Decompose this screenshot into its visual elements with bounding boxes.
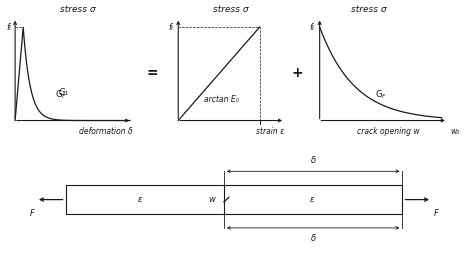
Text: stress σ: stress σ [351,5,386,14]
Text: δ: δ [311,156,316,165]
Text: crack opening w: crack opening w [357,127,420,136]
Bar [66,185,402,214]
Text: G$_F$: G$_F$ [55,88,67,101]
Text: strain ε: strain ε [256,127,284,136]
Text: =: = [146,66,158,80]
Text: ε: ε [138,195,142,204]
Text: fₜ: fₜ [6,24,12,33]
Text: w: w [208,195,215,204]
Text: fₜ: fₜ [309,24,315,33]
Text: G₁: G₁ [58,88,68,97]
Text: w₀: w₀ [450,127,460,136]
Text: G$_F$: G$_F$ [375,88,387,101]
Text: deformation δ: deformation δ [79,127,132,136]
Text: stress σ: stress σ [213,5,249,14]
Text: ε: ε [309,195,314,204]
Text: +: + [292,66,303,80]
Text: F: F [434,209,439,218]
Text: stress σ: stress σ [60,5,96,14]
Text: F: F [29,209,34,218]
Text: arctan E₀: arctan E₀ [204,95,238,104]
Text: δ: δ [311,234,316,243]
Text: fₜ: fₜ [168,24,174,33]
